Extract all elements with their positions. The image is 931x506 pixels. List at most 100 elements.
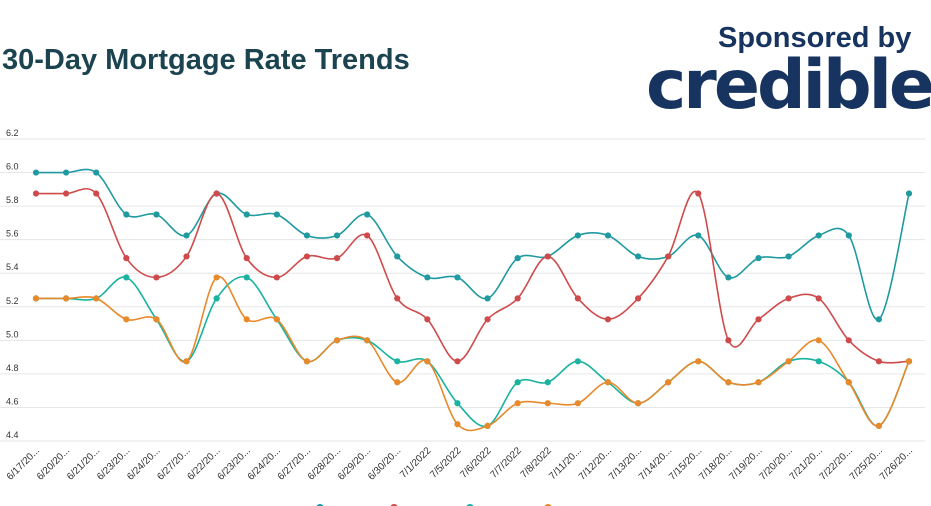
x-tick-label: 7/5/2022 xyxy=(428,445,464,481)
data-point xyxy=(544,253,551,260)
data-point xyxy=(123,255,130,262)
data-point xyxy=(454,358,461,365)
x-tick-label: 6/30/20... xyxy=(366,445,403,482)
data-point xyxy=(514,379,521,386)
data-point xyxy=(484,295,491,302)
y-axis-ticks: 4.4 4.6 4.8 5.0 5.2 5.4 5.6 5.8 6.0 6.2 xyxy=(6,128,19,440)
data-point xyxy=(333,255,341,262)
data-point xyxy=(634,253,642,260)
y-tick-label: 5.4 xyxy=(6,262,19,272)
x-tick-label: 7/6/2022 xyxy=(458,445,494,481)
data-point xyxy=(845,232,852,239)
data-point xyxy=(755,255,762,262)
y-tick-label: 5.8 xyxy=(6,195,19,205)
data-point xyxy=(875,316,882,323)
data-point xyxy=(394,295,401,302)
grid-lines xyxy=(0,138,925,442)
data-point xyxy=(574,400,581,407)
data-point xyxy=(213,274,220,281)
data-point xyxy=(364,337,371,344)
data-point xyxy=(183,358,190,365)
data-point xyxy=(665,253,672,260)
data-point xyxy=(303,253,311,260)
data-point xyxy=(725,274,732,281)
data-point xyxy=(634,295,642,302)
y-tick-label: 4.8 xyxy=(6,363,19,373)
data-point xyxy=(725,337,732,344)
data-point xyxy=(695,232,702,239)
y-tick-label: 6.2 xyxy=(6,128,19,138)
sponsor-label: Sponsored by xyxy=(718,22,912,54)
data-point xyxy=(484,316,491,323)
data-point xyxy=(785,358,792,365)
y-tick-label: 5.0 xyxy=(6,329,19,339)
data-point xyxy=(544,379,551,386)
x-tick-label: 7/7/2022 xyxy=(488,445,524,481)
data-point xyxy=(93,295,100,302)
data-point xyxy=(875,358,882,365)
series-points xyxy=(32,169,913,429)
data-point xyxy=(394,358,401,365)
data-point xyxy=(394,253,401,260)
data-point xyxy=(665,379,672,386)
data-point xyxy=(273,316,280,323)
data-point xyxy=(604,316,612,323)
data-point xyxy=(273,274,280,281)
data-point xyxy=(123,316,130,323)
data-point xyxy=(303,358,311,365)
data-point xyxy=(32,295,40,302)
data-point xyxy=(243,274,250,281)
data-point xyxy=(514,295,521,302)
data-point xyxy=(905,358,913,365)
data-point xyxy=(695,190,702,197)
data-point xyxy=(905,190,913,197)
data-point xyxy=(213,190,220,197)
x-tick-label: 7/26/20... xyxy=(878,445,915,482)
data-point xyxy=(815,337,822,344)
data-point xyxy=(815,232,822,239)
data-point xyxy=(213,295,220,302)
data-point xyxy=(32,169,40,176)
y-tick-label: 5.2 xyxy=(6,296,19,306)
data-point xyxy=(153,274,160,281)
data-point xyxy=(604,379,612,386)
data-point xyxy=(243,316,250,323)
data-point xyxy=(63,169,70,176)
data-point xyxy=(333,232,341,239)
series-line xyxy=(35,275,910,428)
data-point xyxy=(424,274,431,281)
data-point xyxy=(153,316,160,323)
data-point xyxy=(574,358,581,365)
data-point xyxy=(32,190,40,197)
data-point xyxy=(364,211,371,218)
data-point xyxy=(183,253,190,260)
data-point xyxy=(845,379,852,386)
data-point xyxy=(364,232,371,239)
data-point xyxy=(514,400,521,407)
data-point xyxy=(153,211,160,218)
data-point xyxy=(243,255,250,262)
y-tick-label: 4.4 xyxy=(6,430,19,440)
data-point xyxy=(93,190,100,197)
data-point xyxy=(574,295,581,302)
series-lines xyxy=(35,168,910,432)
data-point xyxy=(454,400,461,407)
data-point xyxy=(273,211,280,218)
x-tick-label: 7/1/2022 xyxy=(398,445,434,481)
data-point xyxy=(123,274,130,281)
data-point xyxy=(454,421,461,428)
data-point xyxy=(484,422,491,429)
brand-logo: credible xyxy=(646,46,931,125)
data-point xyxy=(725,379,732,386)
data-point xyxy=(243,211,250,218)
series-line xyxy=(36,168,910,321)
data-point xyxy=(604,232,612,239)
data-point xyxy=(634,400,642,407)
data-point xyxy=(875,422,882,429)
data-point xyxy=(785,253,792,260)
chart-title: 30-Day Mortgage Rate Trends xyxy=(2,44,410,76)
data-point xyxy=(785,295,792,302)
data-point xyxy=(544,400,551,407)
data-point xyxy=(815,358,822,365)
